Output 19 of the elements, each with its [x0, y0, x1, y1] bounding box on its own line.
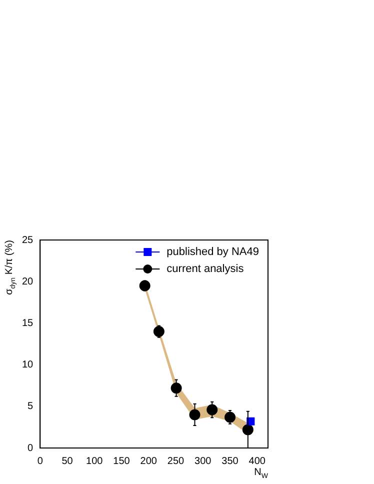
y-tick-label: 25: [22, 234, 34, 246]
x-tick-label: 100: [86, 456, 104, 467]
y-tick-label: 15: [22, 318, 34, 329]
x-tick-label: 150: [113, 456, 130, 467]
x-tick-label: 0: [37, 456, 44, 467]
y-tick-label: 10: [22, 360, 34, 371]
y-tick-label: 0: [28, 442, 34, 454]
legend-label: current analysis: [166, 263, 244, 276]
point: [139, 280, 150, 292]
y-tick-label: 20: [22, 276, 34, 288]
x-tick-label: 200: [140, 456, 158, 467]
x-tick-label: 250: [167, 456, 185, 467]
legend-label: published by NA49: [166, 246, 260, 258]
y-tick-label: 5: [28, 401, 34, 412]
point: [153, 326, 164, 338]
x-tick-label: 350: [222, 456, 239, 467]
x-tick-label: 50: [62, 456, 74, 467]
x-tick-label: 300: [194, 456, 212, 467]
x-tick-label: 400: [248, 456, 266, 467]
